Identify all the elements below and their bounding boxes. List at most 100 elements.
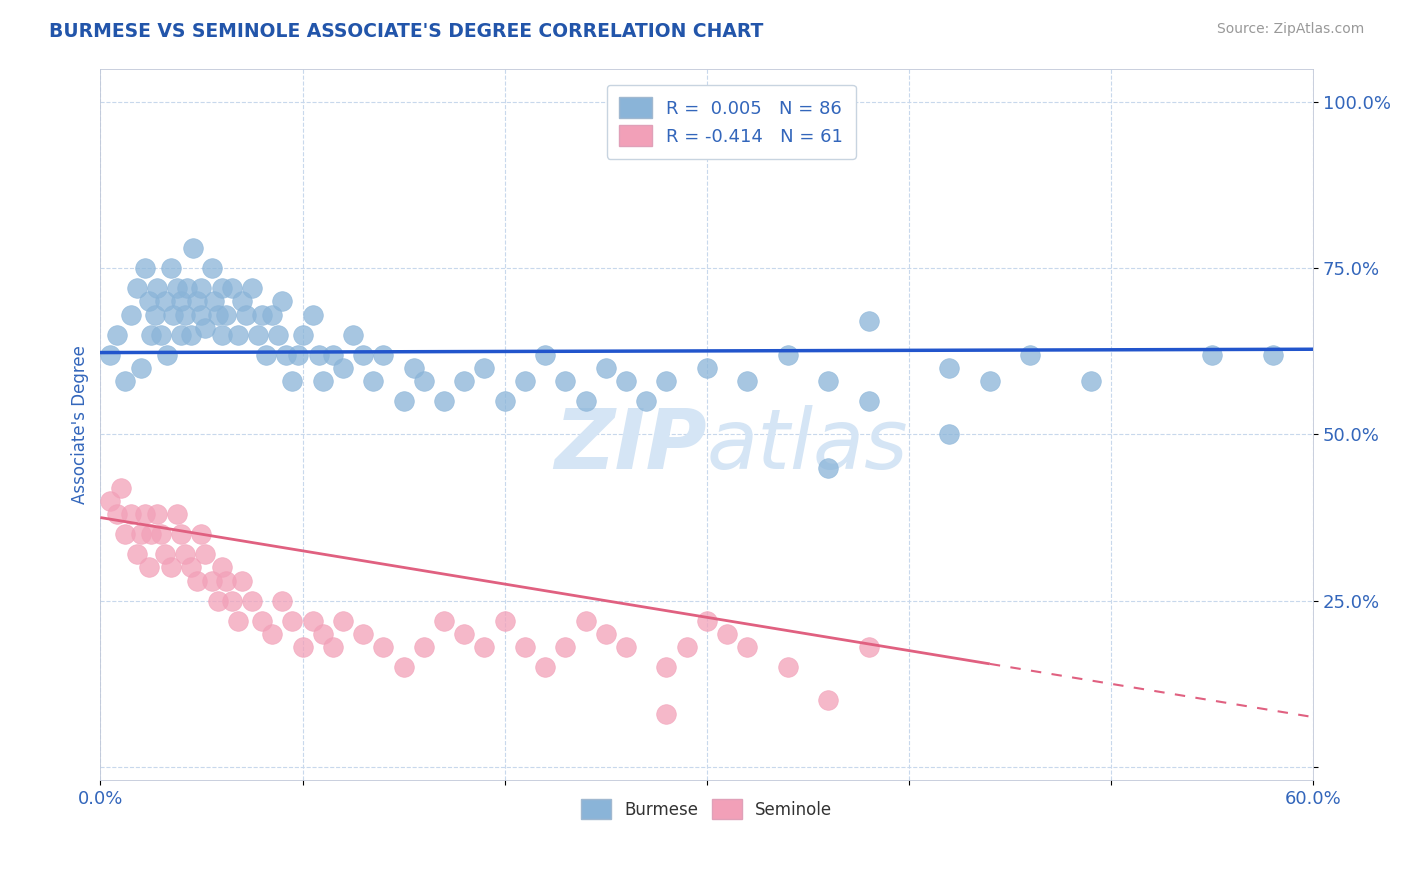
Point: [433, 614, 456, 628]
Point: [276, 347, 298, 361]
Point: [211, 281, 233, 295]
Point: [166, 507, 188, 521]
Point: [979, 374, 1001, 388]
Point: [776, 660, 799, 674]
Point: [170, 294, 193, 309]
Text: ZIP: ZIP: [554, 405, 707, 486]
Point: [938, 427, 960, 442]
Point: [817, 460, 839, 475]
Point: [636, 394, 658, 409]
Point: [655, 374, 678, 388]
Point: [139, 327, 162, 342]
Point: [134, 507, 156, 521]
Point: [105, 327, 128, 342]
Point: [235, 308, 257, 322]
Point: [215, 308, 238, 322]
Point: [100, 347, 122, 361]
Point: [453, 374, 475, 388]
Point: [170, 327, 193, 342]
Point: [494, 614, 516, 628]
Point: [114, 374, 136, 388]
Point: [146, 281, 169, 295]
Point: [160, 261, 183, 276]
Point: [254, 347, 277, 361]
Point: [301, 308, 323, 322]
Point: [858, 640, 880, 655]
Point: [267, 327, 290, 342]
Point: [696, 614, 718, 628]
Point: [494, 394, 516, 409]
Point: [392, 660, 415, 674]
Point: [240, 281, 263, 295]
Point: [207, 593, 229, 607]
Point: [817, 693, 839, 707]
Point: [170, 527, 193, 541]
Point: [271, 593, 294, 607]
Point: [554, 640, 576, 655]
Legend: Burmese, Seminole: Burmese, Seminole: [575, 793, 839, 825]
Point: [240, 593, 263, 607]
Point: [1261, 347, 1284, 361]
Point: [215, 574, 238, 588]
Point: [373, 640, 395, 655]
Point: [574, 394, 596, 409]
Point: [322, 347, 344, 361]
Point: [231, 574, 253, 588]
Point: [200, 574, 222, 588]
Point: [138, 560, 160, 574]
Text: Source: ZipAtlas.com: Source: ZipAtlas.com: [1216, 22, 1364, 37]
Point: [938, 360, 960, 375]
Point: [858, 394, 880, 409]
Point: [160, 560, 183, 574]
Point: [129, 527, 152, 541]
Point: [361, 374, 384, 388]
Point: [202, 294, 225, 309]
Point: [226, 614, 249, 628]
Point: [207, 308, 229, 322]
Point: [194, 547, 217, 561]
Y-axis label: Associate's Degree: Associate's Degree: [72, 345, 89, 504]
Point: [143, 308, 166, 322]
Point: [271, 294, 294, 309]
Point: [194, 321, 217, 335]
Point: [226, 327, 249, 342]
Point: [332, 360, 354, 375]
Point: [291, 640, 314, 655]
Point: [200, 261, 222, 276]
Point: [129, 360, 152, 375]
Point: [595, 360, 617, 375]
Point: [156, 347, 179, 361]
Point: [138, 294, 160, 309]
Point: [412, 640, 434, 655]
Point: [176, 281, 198, 295]
Point: [655, 660, 678, 674]
Point: [308, 347, 330, 361]
Point: [262, 627, 284, 641]
Point: [262, 308, 284, 322]
Point: [735, 640, 758, 655]
Point: [221, 593, 243, 607]
Point: [180, 327, 202, 342]
Point: [574, 614, 596, 628]
Point: [735, 374, 758, 388]
Point: [186, 574, 208, 588]
Point: [174, 308, 197, 322]
Point: [1019, 347, 1042, 361]
Point: [352, 347, 374, 361]
Point: [1080, 374, 1102, 388]
Point: [281, 374, 304, 388]
Point: [291, 327, 314, 342]
Point: [120, 507, 142, 521]
Point: [125, 547, 148, 561]
Point: [301, 614, 323, 628]
Point: [120, 308, 142, 322]
Point: [125, 281, 148, 295]
Point: [186, 294, 208, 309]
Point: [858, 314, 880, 328]
Point: [110, 481, 132, 495]
Text: atlas: atlas: [707, 405, 908, 486]
Point: [554, 374, 576, 388]
Point: [614, 374, 637, 388]
Point: [534, 660, 557, 674]
Point: [322, 640, 344, 655]
